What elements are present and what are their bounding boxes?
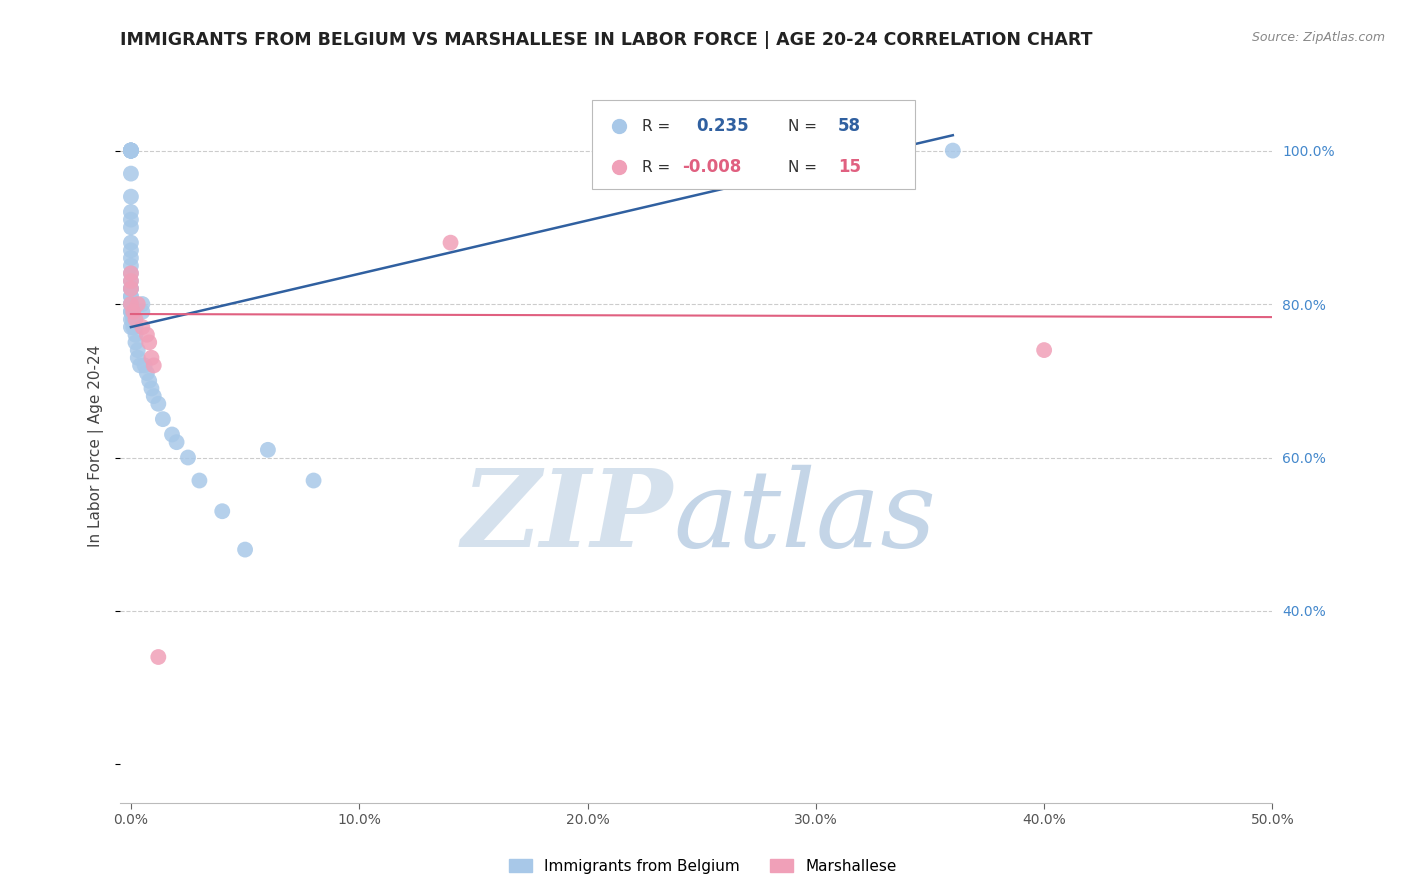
Point xyxy=(120,144,142,158)
Point xyxy=(120,244,142,258)
Point xyxy=(120,282,142,296)
Point xyxy=(122,320,145,334)
Point xyxy=(120,297,142,311)
Point xyxy=(142,389,165,403)
Point xyxy=(120,235,142,250)
Point xyxy=(257,442,280,457)
Text: Source: ZipAtlas.com: Source: ZipAtlas.com xyxy=(1251,31,1385,45)
Point xyxy=(120,144,142,158)
Point xyxy=(122,312,145,326)
Point xyxy=(120,297,142,311)
Point xyxy=(134,359,156,373)
Point xyxy=(124,320,146,334)
Point xyxy=(120,274,142,288)
Point xyxy=(152,412,174,426)
Point xyxy=(120,144,142,158)
Point xyxy=(138,335,160,350)
Point xyxy=(124,312,146,326)
Point xyxy=(120,251,142,265)
Point xyxy=(120,144,142,158)
Text: N =: N = xyxy=(789,160,823,175)
Point xyxy=(120,282,142,296)
Point xyxy=(233,542,256,557)
Point xyxy=(160,427,183,442)
Point xyxy=(120,304,142,318)
Y-axis label: In Labor Force | Age 20-24: In Labor Force | Age 20-24 xyxy=(87,345,104,547)
Point xyxy=(135,366,157,380)
Point xyxy=(129,359,152,373)
Point xyxy=(131,304,153,318)
Point xyxy=(127,343,149,357)
Point xyxy=(120,297,142,311)
Text: 58: 58 xyxy=(838,118,860,136)
Point xyxy=(120,144,142,158)
Point xyxy=(148,650,170,665)
Point xyxy=(804,144,827,158)
Point xyxy=(120,189,142,203)
Point xyxy=(120,320,142,334)
FancyBboxPatch shape xyxy=(592,100,915,189)
Legend: Immigrants from Belgium, Marshallese: Immigrants from Belgium, Marshallese xyxy=(503,853,903,880)
Point xyxy=(131,320,153,334)
Text: N =: N = xyxy=(789,119,823,134)
Point xyxy=(188,474,211,488)
Point xyxy=(120,304,142,318)
Point xyxy=(211,504,233,518)
Text: 0.235: 0.235 xyxy=(696,118,748,136)
Point xyxy=(120,266,142,280)
Text: R =: R = xyxy=(641,119,675,134)
Point xyxy=(177,450,200,465)
Point xyxy=(141,351,163,365)
Point xyxy=(1108,184,1130,198)
Point xyxy=(120,212,142,227)
Text: 15: 15 xyxy=(838,159,860,177)
Point xyxy=(141,381,163,395)
Point xyxy=(142,359,165,373)
Point xyxy=(127,297,149,311)
Point xyxy=(120,312,142,326)
Point xyxy=(120,259,142,273)
Text: IMMIGRANTS FROM BELGIUM VS MARSHALLESE IN LABOR FORCE | AGE 20-24 CORRELATION CH: IMMIGRANTS FROM BELGIUM VS MARSHALLESE I… xyxy=(120,31,1092,49)
Point xyxy=(148,397,170,411)
Point xyxy=(120,144,142,158)
Point xyxy=(131,297,153,311)
Point xyxy=(135,327,157,342)
Point xyxy=(1033,343,1056,357)
Point xyxy=(120,297,142,311)
Point xyxy=(120,282,142,296)
Point xyxy=(120,266,142,280)
Point xyxy=(124,335,146,350)
Point xyxy=(120,220,142,235)
Point xyxy=(120,144,142,158)
Point xyxy=(120,274,142,288)
Point xyxy=(120,144,142,158)
Text: R =: R = xyxy=(641,160,675,175)
Point xyxy=(127,351,149,365)
Point xyxy=(122,312,145,326)
Point xyxy=(120,205,142,219)
Point xyxy=(124,327,146,342)
Point xyxy=(120,289,142,303)
Point xyxy=(138,374,160,388)
Point xyxy=(166,435,188,450)
Point xyxy=(122,304,145,318)
Point xyxy=(120,289,142,303)
Text: -0.008: -0.008 xyxy=(682,159,741,177)
Point xyxy=(439,235,461,250)
Text: ZIP: ZIP xyxy=(461,465,673,570)
Point xyxy=(120,167,142,181)
Text: atlas: atlas xyxy=(673,465,936,570)
Point xyxy=(1108,227,1130,242)
Point xyxy=(942,144,965,158)
Point xyxy=(302,474,325,488)
